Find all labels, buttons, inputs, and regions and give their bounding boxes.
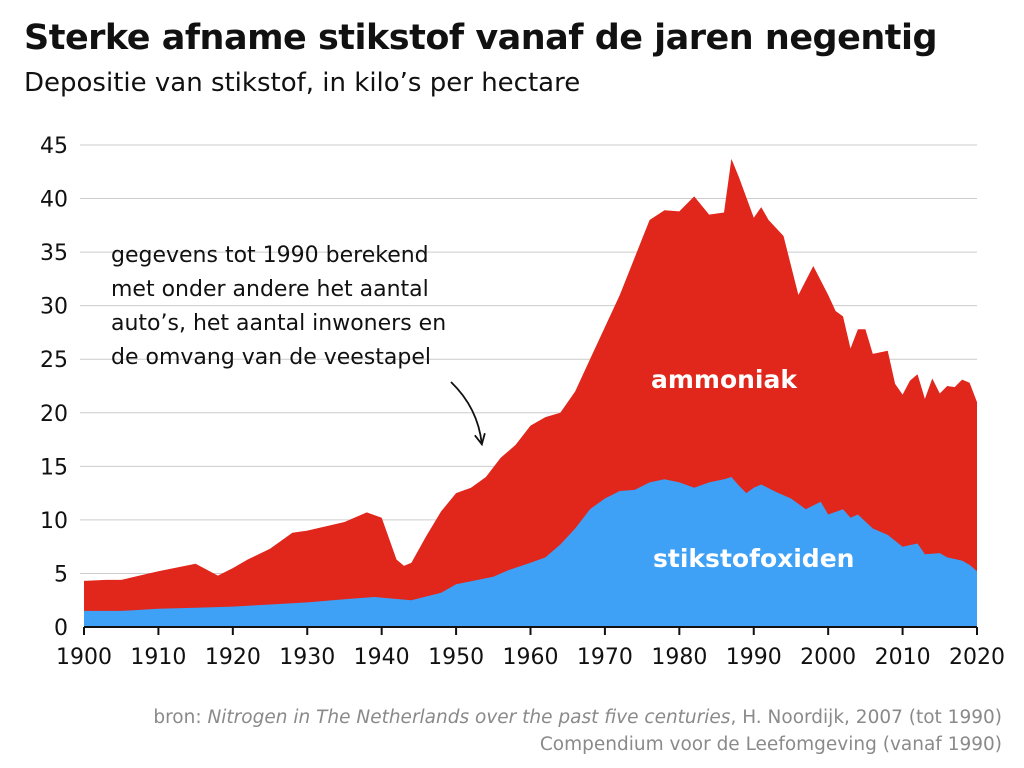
source-title: Nitrogen in The Netherlands over the pas…	[207, 707, 731, 728]
source-prefix: bron:	[153, 707, 208, 728]
y-tick-label: 20	[40, 402, 68, 427]
y-tick-label: 35	[40, 241, 68, 266]
annotation-line: auto’s, het aantal inwoners en	[111, 311, 446, 336]
y-tick-label: 25	[40, 348, 68, 373]
x-tick-label: 2000	[800, 645, 856, 670]
x-tick-label: 1920	[205, 645, 261, 670]
x-tick-label: 1900	[56, 645, 112, 670]
x-tick-label: 1970	[577, 645, 633, 670]
axes: 0 5 10 15 20 25 30 35 40 45 1900 1910 1920 1930 1940 19…	[40, 134, 1005, 670]
x-tick-label: 1930	[279, 645, 335, 670]
chart-title: Sterke afname stikstof vanaf de jaren ne…	[24, 18, 938, 58]
x-tick-label: 1960	[503, 645, 559, 670]
source-author: , H. Noordijk, 2007 (tot 1990)	[730, 707, 1002, 728]
x-tick-label: 1910	[130, 645, 186, 670]
x-tick-label: 2010	[875, 645, 931, 670]
x-tick-label: 1980	[651, 645, 707, 670]
x-tick-label: 1990	[726, 645, 782, 670]
y-tick-label: 10	[40, 509, 68, 534]
source-note: bron: Nitrogen in The Netherlands over t…	[153, 704, 1002, 758]
annotation: gegevens tot 1990 berekend met onder ande…	[111, 243, 486, 447]
annotation-arrow	[450, 381, 483, 445]
series-label-ammoniak: ammoniak	[651, 365, 798, 394]
y-tick-label: 5	[54, 562, 68, 587]
x-tick-label: 2020	[949, 645, 1005, 670]
source-line-2: Compendium voor de Leefomgeving (vanaf 1…	[539, 734, 1002, 755]
y-tick-label: 15	[40, 455, 68, 480]
chart-subtitle: Depositie van stikstof, in kilo’s per he…	[24, 68, 581, 98]
annotation-line: de omvang van de veestapel	[111, 345, 431, 370]
series-labels: ammoniak stikstofoxiden	[651, 365, 854, 573]
series-label-stikstofoxiden: stikstofoxiden	[653, 544, 854, 573]
x-tick-label: 1940	[354, 645, 410, 670]
annotation-arrowhead	[474, 433, 486, 447]
y-tick-label: 40	[40, 188, 68, 213]
y-tick-label: 45	[40, 134, 68, 159]
data-areas	[84, 158, 977, 627]
annotation-line: gegevens tot 1990 berekend	[111, 243, 429, 268]
y-tick-label: 30	[40, 295, 68, 320]
x-tick-label: 1950	[428, 645, 484, 670]
area-stikstofoxiden	[84, 477, 977, 627]
source-line-1: bron: Nitrogen in The Netherlands over t…	[153, 704, 1002, 731]
annotation-line: met onder andere het aantal	[111, 277, 429, 302]
y-tick-label: 0	[54, 616, 68, 641]
